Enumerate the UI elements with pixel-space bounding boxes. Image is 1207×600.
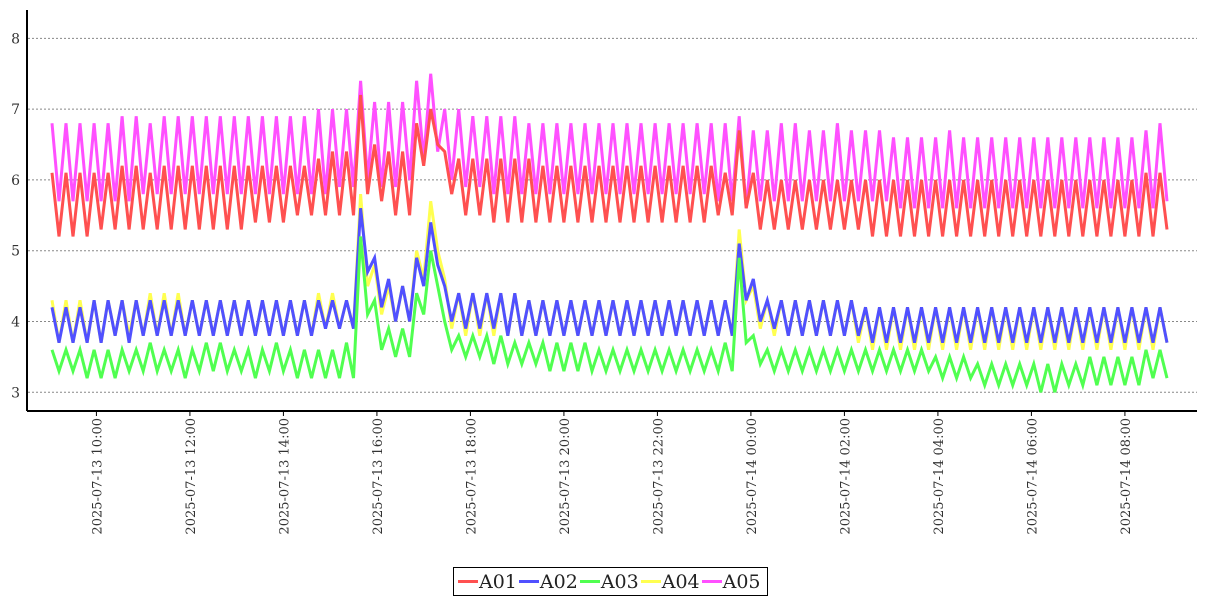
- x-tick-label: 2025-07-13 20:00: [558, 418, 573, 535]
- legend-item-a01[interactable]: A01: [458, 571, 517, 593]
- x-tick-label: 2025-07-13 10:00: [90, 418, 105, 535]
- series-line-a05: [50, 73, 1169, 209]
- y-tick-labels: 3 4 5 6 7 8: [11, 31, 20, 401]
- legend-item-a05[interactable]: A05: [701, 570, 761, 593]
- series-line-a02: [50, 208, 1169, 343]
- legend-swatch: [579, 580, 600, 583]
- y-tick-label: 8: [11, 31, 20, 47]
- x-tick-label: 2025-07-14 08:00: [1119, 418, 1134, 535]
- x-tick-label: 2025-07-13 12:00: [184, 418, 199, 535]
- legend-item-a04[interactable]: A04: [640, 570, 700, 593]
- x-tick-label: 2025-07-13 22:00: [651, 418, 666, 535]
- legend: A01 A02 A03 A04 A05: [453, 567, 768, 596]
- legend-swatch: [518, 580, 539, 583]
- legend-label: A03: [600, 570, 639, 593]
- series-line-a01: [50, 94, 1169, 237]
- x-tick-labels: 2025-07-13 10:00 2025-07-13 12:00 2025-07-…: [90, 411, 1134, 535]
- y-tick-label: 3: [11, 385, 20, 401]
- x-tick-label: 2025-07-13 18:00: [464, 418, 479, 535]
- x-tick-label: 2025-07-13 14:00: [277, 418, 292, 535]
- legend-swatch: [701, 580, 722, 583]
- legend-label: A02: [539, 570, 578, 593]
- legend-item-a02[interactable]: A02: [518, 570, 578, 593]
- series-line-a03: [50, 236, 1169, 393]
- legend-item-a03[interactable]: A03: [579, 570, 639, 593]
- x-tick-label: 2025-07-13 16:00: [371, 418, 386, 535]
- x-tick-label: 2025-07-14 00:00: [745, 418, 760, 535]
- y-tick-label: 4: [11, 315, 20, 331]
- legend-label: A01: [479, 570, 517, 593]
- legend-swatch: [458, 580, 478, 583]
- gridlines: [28, 37, 1197, 393]
- legend-label: A04: [661, 570, 700, 593]
- x-tick-label: 2025-07-14 04:00: [932, 418, 947, 535]
- x-tick-label: 2025-07-14 02:00: [838, 418, 853, 535]
- x-tick-label: 2025-07-14 06:00: [1025, 418, 1040, 535]
- y-tick-label: 7: [11, 102, 20, 118]
- y-tick-label: 5: [11, 244, 20, 260]
- series-lines: [50, 73, 1169, 393]
- legend-swatch: [640, 580, 661, 583]
- y-tick-label: 6: [11, 173, 20, 189]
- legend-label: A05: [722, 570, 761, 593]
